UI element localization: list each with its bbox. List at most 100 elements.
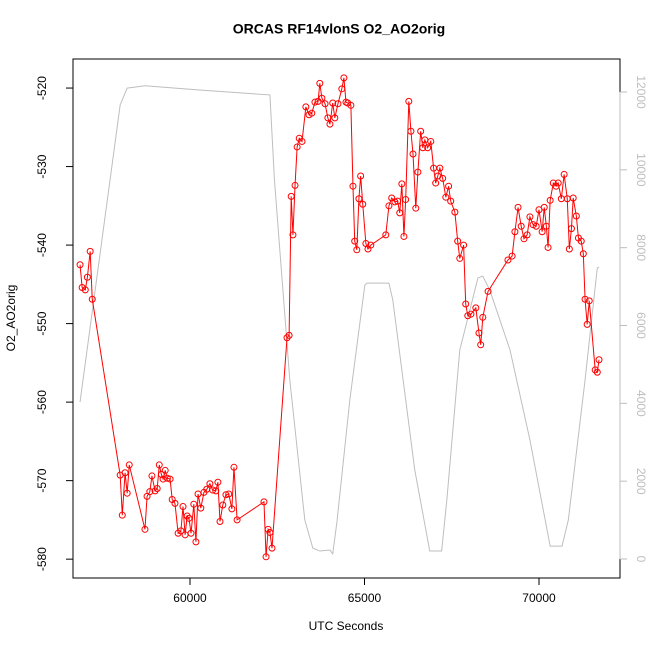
data-point	[523, 231, 531, 239]
data-point	[233, 516, 241, 524]
data-point	[298, 137, 306, 145]
data-point	[581, 295, 589, 303]
data-point	[546, 196, 554, 204]
data-point	[146, 488, 154, 496]
y-tick-label: -540	[35, 233, 49, 257]
data-point	[159, 475, 167, 483]
data-point	[163, 474, 171, 482]
data-point	[289, 231, 297, 239]
data-point	[185, 514, 193, 522]
y-axis-label: O2_AO2orig	[4, 285, 18, 352]
data-point	[560, 170, 568, 178]
data-point	[192, 538, 200, 546]
chart-title: ORCAS RF14vlonS O2_AO2orig	[233, 21, 445, 37]
data-point	[262, 553, 270, 561]
data-point	[517, 222, 525, 230]
data-point	[591, 366, 599, 374]
data-point	[353, 246, 361, 254]
data-point	[153, 484, 161, 492]
data-point	[351, 237, 359, 245]
data-point	[216, 517, 224, 525]
data-point	[460, 241, 468, 249]
y2-tick-label: 10000	[634, 153, 648, 187]
data-point	[318, 94, 326, 102]
data-point	[212, 487, 220, 495]
y-tick-label: -570	[35, 468, 49, 492]
data-point	[334, 100, 342, 108]
data-point	[316, 79, 324, 87]
x-tick-label: 65000	[348, 591, 382, 605]
data-point	[329, 99, 337, 107]
data-point	[427, 137, 435, 145]
data-point	[484, 287, 492, 295]
data-point	[593, 368, 601, 376]
data-point	[155, 461, 163, 469]
data-point	[394, 197, 402, 205]
data-point	[385, 202, 393, 210]
data-point	[151, 487, 159, 495]
y2-tick-label: 4000	[634, 390, 648, 417]
data-point	[359, 200, 367, 208]
data-point	[454, 237, 462, 245]
data-point	[283, 334, 291, 342]
data-point	[585, 297, 593, 305]
data-point	[225, 490, 233, 498]
data-point	[432, 179, 440, 187]
data-point	[166, 475, 174, 483]
y2-tick-label: 12000	[634, 75, 648, 109]
y2-tick-label: 0	[634, 556, 648, 563]
data-point	[526, 213, 534, 221]
data-point	[467, 310, 475, 318]
data-point	[293, 143, 301, 151]
data-point	[407, 127, 415, 135]
data-point	[88, 295, 96, 303]
data-point	[177, 527, 185, 535]
data-point	[347, 101, 355, 109]
data-point	[538, 228, 546, 236]
data-point	[357, 172, 365, 180]
data-point	[219, 501, 227, 509]
x-tick-label: 70000	[522, 591, 556, 605]
data-point	[405, 97, 413, 105]
data-point	[475, 329, 483, 337]
data-point	[477, 341, 485, 349]
data-point	[544, 243, 552, 251]
data-point	[367, 241, 375, 249]
data-point	[414, 168, 422, 176]
data-point	[190, 500, 198, 508]
data-point	[308, 109, 316, 117]
data-point	[583, 320, 591, 328]
data-point	[447, 197, 455, 205]
data-point	[419, 144, 427, 152]
data-point	[412, 204, 420, 212]
data-point	[222, 491, 230, 499]
data-point	[321, 100, 329, 108]
data-point	[542, 222, 550, 230]
data-point	[125, 461, 133, 469]
data-point	[268, 544, 276, 552]
plot-box	[72, 58, 621, 579]
data-point	[398, 180, 406, 188]
data-point	[228, 505, 236, 513]
data-point	[569, 194, 577, 202]
data-point	[442, 193, 450, 201]
data-point	[326, 120, 334, 128]
data-point	[86, 247, 94, 255]
x-axis-label: UTC Seconds	[309, 619, 384, 633]
data-point	[266, 528, 274, 536]
series-line	[79, 77, 600, 557]
y-tick-label: -530	[35, 154, 49, 178]
data-point	[479, 313, 487, 321]
data-point	[572, 212, 580, 220]
data-point	[197, 504, 205, 512]
data-point	[402, 196, 410, 204]
data-point	[121, 469, 129, 477]
data-point	[511, 228, 519, 236]
data-point	[456, 254, 464, 262]
data-point	[171, 499, 179, 507]
data-point	[311, 98, 319, 106]
data-point	[179, 503, 187, 511]
data-point	[291, 181, 299, 189]
data-point	[577, 237, 585, 245]
